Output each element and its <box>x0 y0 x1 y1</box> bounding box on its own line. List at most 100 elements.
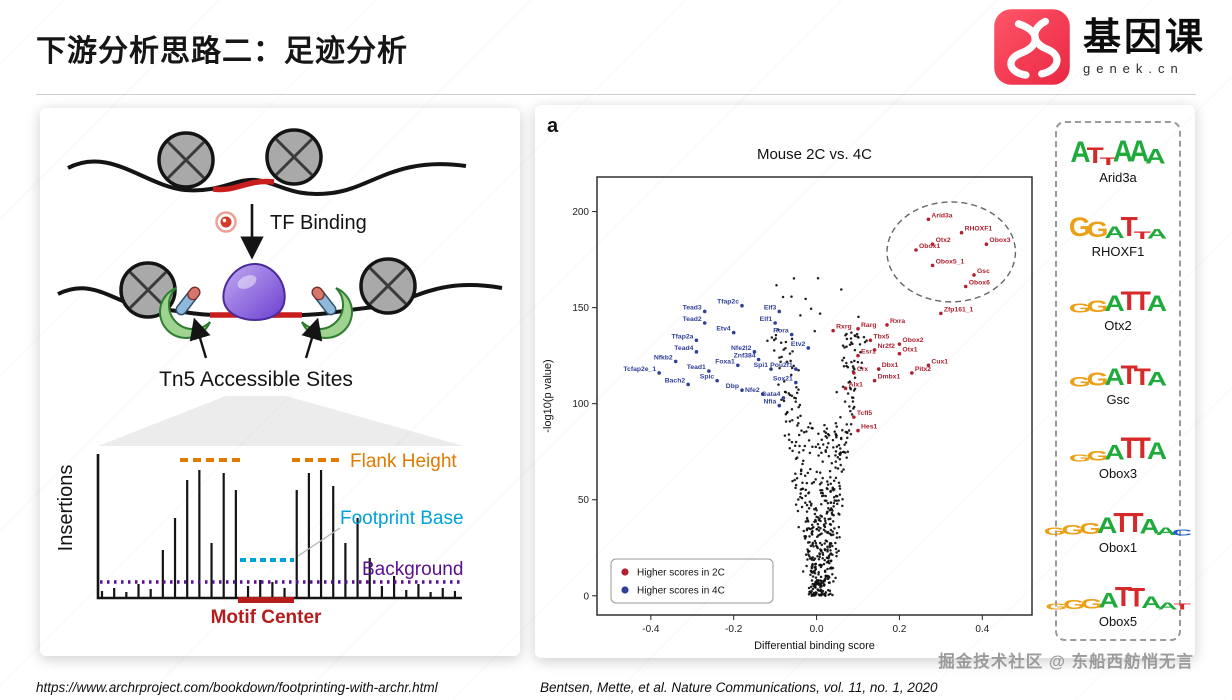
motif-logo-gsc: G G A T T A Gsc <box>1059 355 1177 407</box>
logo-letter: G <box>1086 448 1109 464</box>
gene-label: Dbx1 <box>882 362 899 369</box>
logo-letter: A <box>1104 363 1125 390</box>
gene-label: Spi1 <box>754 362 769 369</box>
gene-point <box>930 263 935 268</box>
gene-point <box>959 230 964 235</box>
gene-point <box>731 330 736 335</box>
y-tick-label: 0 <box>583 591 589 602</box>
legend-box <box>610 558 774 604</box>
gene-point <box>752 350 757 354</box>
logo-letter: G <box>1068 301 1091 316</box>
x-tick-label: -0.4 <box>642 624 660 635</box>
gene-label: Dbp <box>726 383 739 390</box>
gene-label: Etv4 <box>716 326 731 333</box>
gene-label: Nfe2 <box>745 387 760 394</box>
gene-label: Nfkb2 <box>654 354 673 361</box>
logo-letter: G <box>1045 602 1068 612</box>
logo-letter: G <box>1068 212 1091 242</box>
genek-logo-icon <box>994 9 1070 85</box>
gene-label: Cux1 <box>931 358 948 365</box>
brand: 基因课 genek.cn <box>993 8 1206 86</box>
logo-letter: A <box>1141 593 1162 612</box>
page-title: 下游分析思路二：足迹分析 <box>36 35 408 68</box>
watermark: 掘金技术社区 @ 东船西舫悄无言 <box>938 653 1194 671</box>
gene-label: Dmbx1 <box>878 374 901 381</box>
gene-point <box>856 353 860 358</box>
logo-letter: G <box>1086 297 1109 316</box>
logo-letter: T <box>1133 229 1151 242</box>
gene-point <box>736 363 740 368</box>
accessible-site-arrow <box>189 317 211 359</box>
gene-point <box>777 403 782 408</box>
gene-point <box>806 346 811 350</box>
gene-label: Rarg <box>861 322 877 329</box>
gene-point <box>794 367 798 371</box>
flank-height-label: Flank Height <box>350 451 457 472</box>
gene-label: Obox5_1 <box>936 258 965 265</box>
x-tick-label: -0.2 <box>725 624 743 635</box>
logo-letter: A <box>1104 223 1125 242</box>
source-url: https://www.archrproject.com/bookdown/fo… <box>36 680 438 695</box>
gene-label: Tead2 <box>683 316 702 323</box>
panel-label: a <box>547 115 559 137</box>
background-label: Background <box>362 559 463 580</box>
x-tick-label: 0.2 <box>892 624 906 635</box>
logo-letter: G <box>1061 522 1084 538</box>
motif-name: Obox5 <box>1098 614 1138 629</box>
legend-swatch <box>621 568 629 576</box>
gene-label: Obox3 <box>989 237 1010 244</box>
highlight-ellipse <box>886 201 1017 303</box>
x-axis-label: Differential binding score <box>754 640 875 652</box>
logo-letter: A <box>1104 291 1125 316</box>
logo-letter: T <box>1128 582 1146 612</box>
gene-label: Esr1 <box>861 349 876 356</box>
gene-label: Otx2 <box>936 237 951 244</box>
brand-text: 基因课 genek.cn <box>1082 17 1206 77</box>
logo-letter: G <box>1086 217 1109 242</box>
tf-bullet-icon <box>220 216 232 228</box>
tf-bullet-glow <box>215 211 237 233</box>
gene-label: Nfia <box>763 399 776 406</box>
gene-label: Gsc <box>977 268 990 275</box>
gene-point <box>694 350 699 354</box>
logo-letter: A <box>1155 525 1177 538</box>
logo-letter: T <box>1133 286 1151 316</box>
gene-label: Rxrg <box>836 324 852 331</box>
brand-domain: genek.cn <box>1082 61 1184 77</box>
x-tick-label: 0.0 <box>810 624 824 635</box>
logo-letter: T <box>1113 507 1131 538</box>
plot-frame <box>596 176 1033 616</box>
gene-label: Elf3 <box>764 304 777 311</box>
volcano-figure-card: a Mouse 2C vs. 4C 0 50 100 150 200 -0.4 -0.2 0.0… <box>535 105 1195 658</box>
gene-label: Tbx5 <box>873 333 889 340</box>
gene-label: Foxa1 <box>715 358 735 365</box>
gene-point <box>694 338 699 343</box>
gene-point <box>926 363 931 368</box>
y-tick-label: 150 <box>572 303 589 314</box>
gene-point <box>794 380 798 385</box>
legend-swatch <box>621 586 629 594</box>
gene-point <box>856 326 860 331</box>
gene-label: Pitx2 <box>915 366 931 373</box>
gene-point <box>876 367 881 371</box>
gene-label: Nr2f2 <box>878 343 896 350</box>
gene-label: RHOXF1 <box>965 226 993 233</box>
motif-logo-rhoxf1: G G A T T A RHOXF1 <box>1059 207 1177 260</box>
gene-point <box>769 367 773 371</box>
y-tick-label: 50 <box>578 495 590 506</box>
gene-point <box>897 351 902 356</box>
legend-label: Higher scores in 4C <box>637 586 725 597</box>
gene-label: Tead4 <box>674 345 693 352</box>
gene-label: Tcfap2e_1 <box>623 366 656 373</box>
logo-letter: T <box>1120 211 1138 242</box>
logo-letter: T <box>1126 507 1144 538</box>
logo-letter: A <box>1097 513 1118 538</box>
logo-letter: A <box>1070 135 1091 169</box>
motif-name: RHOXF1 <box>1091 244 1145 259</box>
tn5-adapter-icon <box>311 286 337 316</box>
logo-letter: A <box>1139 514 1160 538</box>
